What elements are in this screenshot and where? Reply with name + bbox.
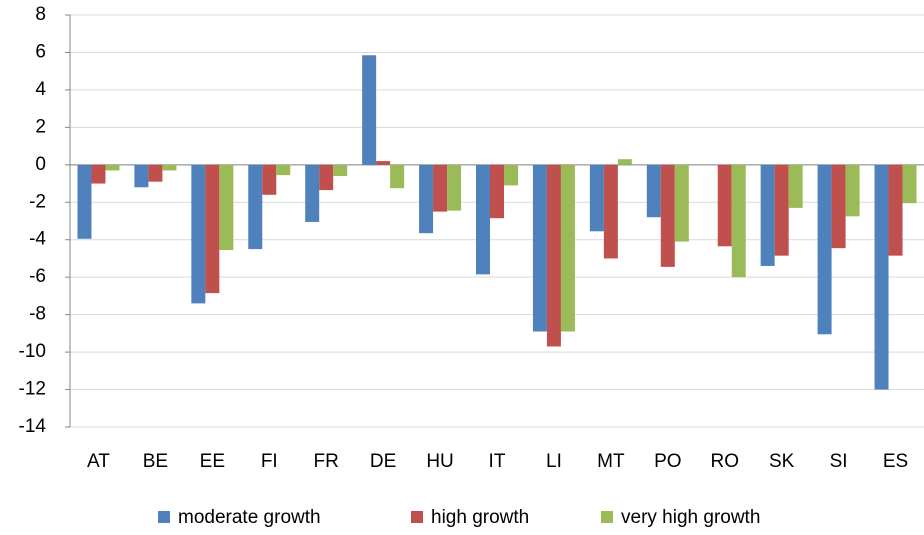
bar bbox=[362, 55, 377, 165]
bar bbox=[788, 164, 803, 208]
y-tick-label: -4 bbox=[29, 229, 46, 250]
bar bbox=[162, 164, 177, 171]
x-tick-label: HU bbox=[426, 451, 453, 472]
bar bbox=[888, 164, 903, 256]
bar bbox=[419, 164, 434, 234]
bar bbox=[845, 164, 860, 217]
bar bbox=[902, 164, 917, 204]
bar bbox=[874, 164, 889, 390]
bar bbox=[831, 164, 846, 249]
bar bbox=[105, 164, 120, 171]
x-tick-label: IT bbox=[489, 451, 506, 472]
bar bbox=[760, 164, 775, 266]
legend-swatch bbox=[158, 511, 170, 523]
bar bbox=[134, 164, 149, 188]
y-tick-label: -10 bbox=[19, 341, 46, 362]
bar bbox=[603, 164, 618, 259]
bar bbox=[646, 164, 661, 218]
y-tick-label: -6 bbox=[29, 266, 46, 287]
x-tick-label: MT bbox=[597, 451, 625, 472]
x-tick-label: AT bbox=[87, 451, 110, 472]
bar bbox=[490, 164, 504, 219]
y-tick-label: 0 bbox=[35, 154, 46, 175]
x-tick-label: FR bbox=[314, 451, 339, 472]
x-tick-label: EE bbox=[200, 451, 225, 472]
x-tick-label: LI bbox=[546, 451, 562, 472]
bar bbox=[148, 164, 163, 182]
x-tick-label: SI bbox=[830, 451, 848, 472]
y-tick-label: 8 bbox=[35, 4, 46, 25]
x-tick-label: PO bbox=[654, 451, 681, 472]
bar bbox=[262, 164, 277, 195]
bar bbox=[276, 164, 291, 176]
bar bbox=[248, 164, 263, 250]
y-tick-label: 6 bbox=[35, 41, 46, 62]
bar bbox=[447, 164, 462, 211]
y-tick-label: -8 bbox=[29, 304, 46, 325]
x-tick-label: DE bbox=[370, 451, 396, 472]
x-tick-label: SK bbox=[769, 451, 795, 472]
bar bbox=[660, 164, 675, 267]
bar bbox=[817, 164, 832, 335]
x-tick-label: BE bbox=[143, 451, 168, 472]
bar bbox=[532, 164, 547, 332]
bar bbox=[433, 164, 448, 212]
bar bbox=[731, 164, 746, 278]
x-tick-label: ES bbox=[883, 451, 908, 472]
bar bbox=[333, 164, 348, 177]
bar bbox=[305, 164, 320, 222]
bar bbox=[77, 164, 92, 239]
legend-swatch bbox=[601, 511, 613, 523]
x-tick-label: FI bbox=[261, 451, 278, 472]
bar bbox=[91, 164, 106, 184]
y-tick-label: -12 bbox=[19, 379, 46, 400]
bar bbox=[617, 159, 632, 165]
bar bbox=[390, 164, 405, 189]
bar bbox=[219, 164, 234, 251]
bar bbox=[560, 164, 575, 332]
bar bbox=[717, 164, 732, 247]
bar bbox=[504, 164, 518, 186]
legend-label: very high growth bbox=[621, 507, 760, 528]
y-tick-label: -14 bbox=[19, 416, 47, 437]
bar bbox=[674, 164, 689, 242]
bar bbox=[319, 164, 334, 191]
y-tick-label: 4 bbox=[35, 79, 46, 100]
bar bbox=[205, 164, 220, 294]
bar bbox=[546, 164, 561, 347]
bar bbox=[774, 164, 789, 256]
y-tick-label: 2 bbox=[35, 116, 46, 137]
bar bbox=[191, 164, 206, 304]
bar bbox=[376, 161, 391, 165]
legend-item: very high growth bbox=[601, 507, 760, 528]
x-tick-label: RO bbox=[710, 451, 739, 472]
y-tick-label: -2 bbox=[29, 191, 46, 212]
bar bbox=[589, 164, 604, 232]
legend-item: moderate growth bbox=[158, 507, 321, 528]
legend-swatch bbox=[411, 511, 423, 523]
legend-label: moderate growth bbox=[178, 507, 321, 528]
legend-item: high growth bbox=[411, 507, 529, 528]
legend-label: high growth bbox=[431, 507, 529, 528]
bar bbox=[476, 164, 490, 275]
